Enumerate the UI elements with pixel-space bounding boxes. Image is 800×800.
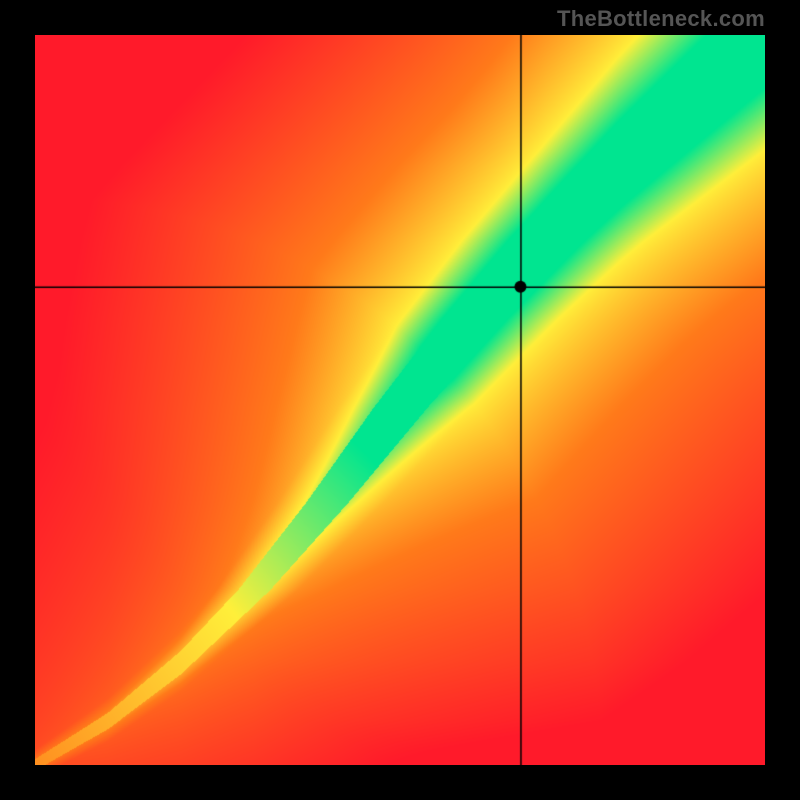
chart-container: TheBottleneck.com <box>0 0 800 800</box>
watermark-text: TheBottleneck.com <box>557 6 765 32</box>
bottleneck-heatmap-canvas <box>35 35 765 765</box>
plot-area <box>35 35 765 765</box>
